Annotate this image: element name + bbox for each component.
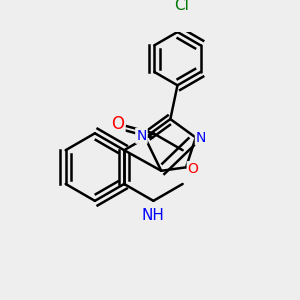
Text: N: N (136, 129, 147, 143)
Text: O: O (111, 115, 124, 133)
Text: N: N (196, 130, 206, 145)
Text: NH: NH (142, 208, 165, 223)
Text: O: O (188, 162, 199, 176)
Text: Cl: Cl (175, 0, 189, 13)
